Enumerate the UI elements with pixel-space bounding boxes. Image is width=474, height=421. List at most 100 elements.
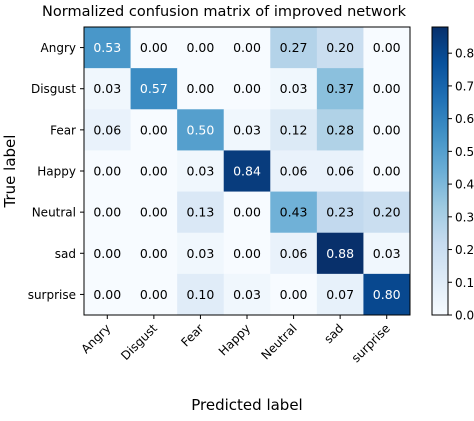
heatmap-cell [316,109,364,151]
colorbar-tick-label: 0.3 [455,210,474,224]
cell-value-label: 0.03 [373,246,401,261]
cell-value-label: 0.03 [93,81,121,96]
cell-value-label: 0.00 [233,40,261,55]
chart-title: Normalized confusion matrix of improved … [42,4,407,20]
cell-value-label: 0.03 [280,81,308,96]
heatmap-cell [223,27,271,69]
heatmap-cell [363,232,411,275]
heatmap-cell [177,273,225,316]
cell-value-label: 0.00 [140,205,168,220]
heatmap-cell [130,191,178,234]
cell-value-label: 0.00 [93,287,121,302]
cell-value-label: 0.10 [187,287,215,302]
cell-value-label: 0.00 [140,40,168,55]
heatmap-cell [316,150,364,192]
colorbar-ticks: 0.0 0.1 0.2 0.3 0.4 0.5 0.6 0.7 0.8 [448,47,474,323]
cell-value-label: 0.00 [140,164,168,179]
heatmap-cell [270,109,318,151]
cell-value-label: 0.07 [326,287,354,302]
heatmap-cell [84,273,131,316]
cell-value-label: 0.00 [93,246,121,261]
heatmap-cell [177,109,225,151]
y-tick-label: Fear [50,123,76,137]
cell-value-label: 0.50 [187,122,215,137]
cell-value-label: 0.37 [326,81,354,96]
y-tick-label: sad [55,247,76,261]
heatmap-cell [84,68,131,110]
cell-value-label: 0.06 [280,246,308,261]
colorbar-tick-label: 0.6 [455,112,474,126]
heatmap-cell [316,273,364,316]
heatmap-cell [223,273,271,316]
colorbar [431,26,449,316]
x-tick-label: Disgust [118,321,160,363]
heatmap-cell [223,150,271,192]
y-tick-label: Angry [41,41,76,55]
cell-value-label: 0.00 [373,40,401,55]
heatmap-cell [130,109,178,151]
heatmap-cell-labels: 0.53 0.00 0.00 0.00 0.27 0.20 0.00 0.03 0.57 0.00… [93,40,400,302]
heatmap-cell [84,109,131,151]
y-tick-label: Neutral [32,206,76,220]
cell-value-label: 0.03 [233,287,261,302]
heatmap-cell [223,232,271,275]
x-tick-label: surprise [349,321,393,365]
heatmap-cell [130,232,178,275]
cell-value-label: 0.88 [326,246,354,261]
cell-value-label: 0.23 [326,205,354,220]
heatmap-cell [270,150,318,192]
colorbar-tick-label: 0.1 [455,276,474,290]
colorbar-tick-label: 0.4 [455,178,474,192]
cell-value-label: 0.80 [373,287,401,302]
heatmap-cell [363,273,411,316]
x-tick-label: Angry [78,321,113,356]
cell-value-label: 0.20 [373,205,401,220]
heatmap-cell [316,27,364,69]
cell-value-label: 0.03 [233,122,261,137]
cell-value-label: 0.03 [187,246,215,261]
heatmap-cell [316,191,364,234]
heatmap-cell [177,27,225,69]
x-tick-label: Happy [216,321,253,358]
heatmap-cell [363,150,411,192]
cell-value-label: 0.84 [233,164,261,179]
colorbar-tick-label: 0.2 [455,243,474,257]
cell-value-label: 0.00 [373,81,401,96]
heatmap-cell [177,68,225,110]
heatmap-cell [270,68,318,110]
x-tick-label: Neutral [258,321,299,362]
cell-value-label: 0.00 [233,246,261,261]
heatmap-cell [316,232,364,275]
colorbar-tick-label: 0.0 [455,309,474,323]
y-axis-label: True label [1,135,19,209]
cell-value-label: 0.06 [280,164,308,179]
heatmap-cell [84,27,131,69]
cell-value-label: 0.12 [280,122,308,137]
cell-value-label: 0.00 [373,122,401,137]
heatmap-cell [130,68,178,110]
cell-value-label: 0.00 [140,122,168,137]
heatmap-cell [84,150,131,192]
cell-value-label: 0.53 [93,40,121,55]
heatmap-cell [363,109,411,151]
cell-value-label: 0.00 [187,40,215,55]
heatmap-cell [130,150,178,192]
heatmap-cell [130,27,178,69]
heatmap-cell [270,191,318,234]
heatmap-cell [270,27,318,69]
x-axis-label: Predicted label [191,396,302,414]
colorbar-tick-label: 0.8 [455,47,474,61]
cell-value-label: 0.00 [93,205,121,220]
heatmap-cell [223,191,271,234]
cell-value-label: 0.57 [140,81,168,96]
y-tick-label: Happy [37,165,76,179]
x-tick-label: sad [321,321,346,346]
cell-value-label: 0.00 [140,246,168,261]
heatmap-cell [130,273,178,316]
heatmap-cell [84,232,131,275]
heatmap-cells [84,27,411,316]
heatmap-cell [84,191,131,234]
heatmap-cell [363,68,411,110]
